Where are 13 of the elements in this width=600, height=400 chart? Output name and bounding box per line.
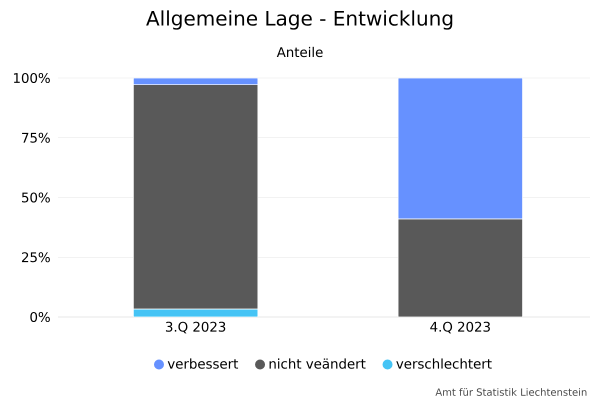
y-tick-label: 50% [22,192,50,203]
legend-label: verbessert [168,358,238,369]
y-tick-label: 0% [30,312,50,322]
y-tick-label: 25% [22,252,50,262]
x-tick-label: 4.Q 2023 [430,322,490,334]
legend-label: nicht veändert [270,358,366,369]
chart-title: Allgemeine Lage - Entwicklung [146,10,452,30]
x-tick-label: 3.Q 2023 [166,322,226,334]
chart-subtitle: Anteile [276,46,323,58]
y-tick-label: 75% [22,132,50,143]
legend-label: verschlechtert [396,358,492,369]
y-tick-label: 100% [14,72,50,84]
text: Amt für Statistik Liechtenstein [435,388,586,396]
